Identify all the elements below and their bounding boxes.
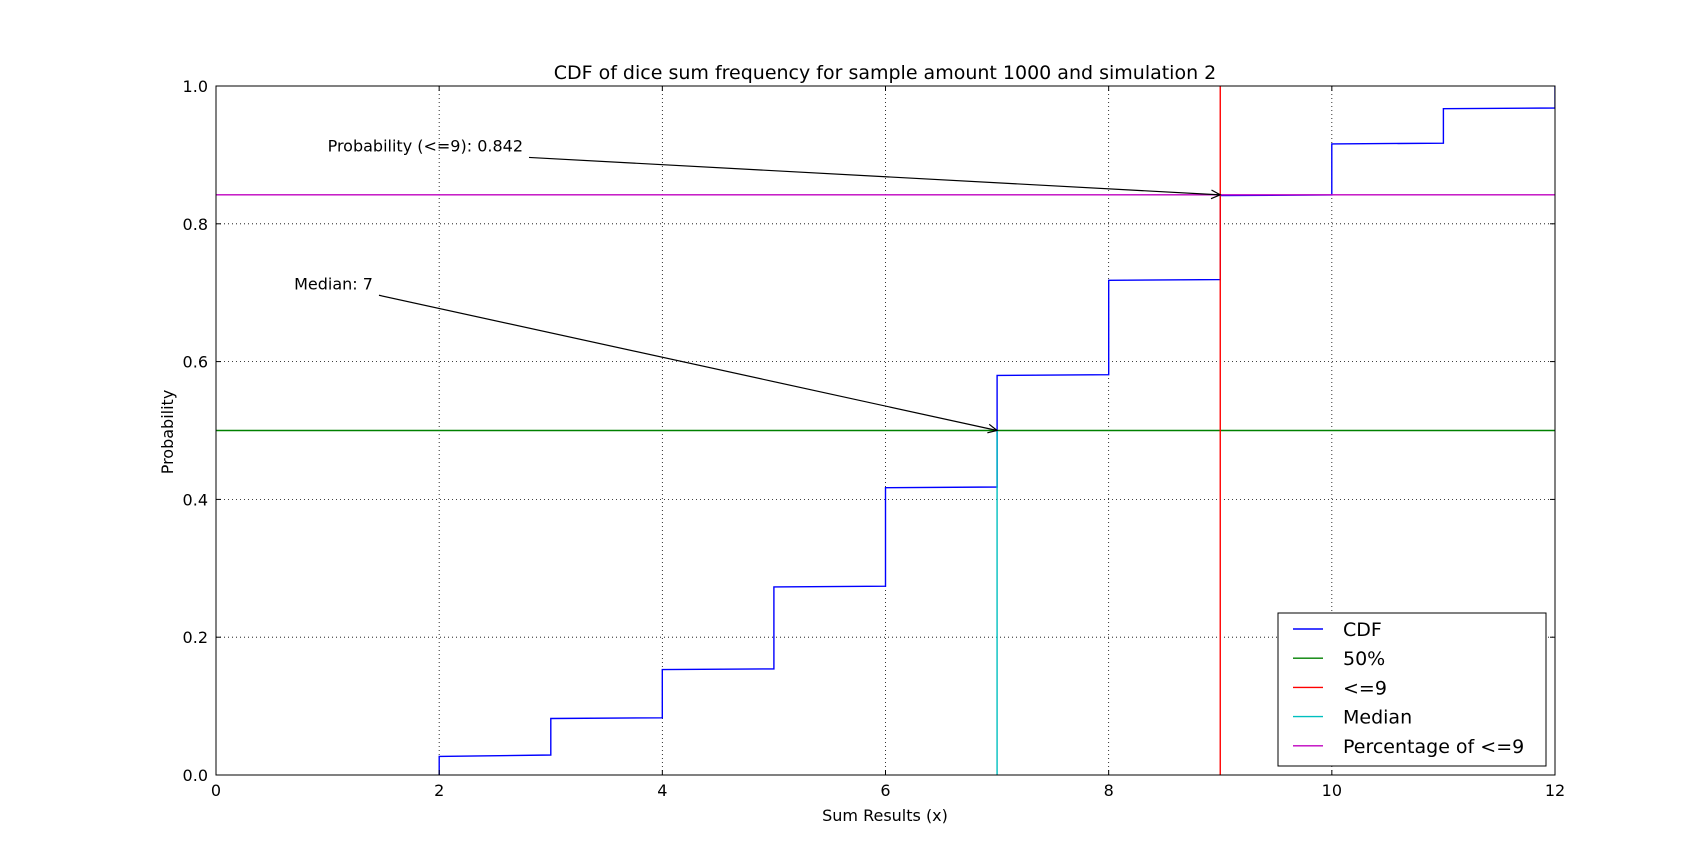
legend-median-label: Median (1343, 707, 1412, 729)
x-tick-label: 8 (1104, 781, 1114, 800)
legend-50-label: 50% (1343, 648, 1385, 670)
legend-frame (1277, 612, 1547, 767)
annotation-arrow-head (987, 423, 999, 434)
y-tick-label: 0.6 (183, 353, 208, 372)
annotation-arrow-head (1210, 189, 1222, 200)
x-tick-label: 4 (657, 781, 667, 800)
annotation-text: Probability (<=9): 0.842 (328, 136, 523, 155)
x-tick-label: 10 (1322, 781, 1342, 800)
annotations: Probability (<=9): 0.842 Median: 7 (294, 136, 1222, 434)
annotation-arrow-line (378, 294, 998, 432)
legend-9-label: <=9 (1343, 677, 1387, 699)
y-tick-label: 0.8 (183, 215, 208, 234)
axis-ticks: 0 2 4 6 8 10 12 0.0 0.2 0.4 0.6 0.8 1.0 (183, 77, 1566, 800)
series-lines (216, 86, 1555, 775)
legend-percentage-of-9-label: Percentage of <=9 (1343, 736, 1524, 758)
chart-title: CDF of dice sum frequency for sample amo… (554, 62, 1217, 84)
annotation-text: Median: 7 (294, 274, 373, 293)
y-tick-label: 0.4 (183, 490, 208, 509)
y-tick-label: 0.2 (183, 628, 208, 647)
y-tick-label: 0.0 (183, 766, 208, 785)
x-tick-label: 12 (1545, 781, 1565, 800)
x-tick-label: 2 (434, 781, 444, 800)
x-tick-label: 0 (211, 781, 221, 800)
y-tick-label: 1.0 (183, 77, 208, 96)
y-axis-label: Probability (158, 390, 177, 475)
legend-cdf-label: CDF (1343, 619, 1382, 641)
x-tick-label: 6 (880, 781, 890, 800)
legend: CDF 50% <=9 Median Percentage of <=9 (1277, 612, 1547, 767)
x-axis-label: Sum Results (x) (822, 806, 948, 825)
annotation-arrow-line (528, 156, 1221, 196)
